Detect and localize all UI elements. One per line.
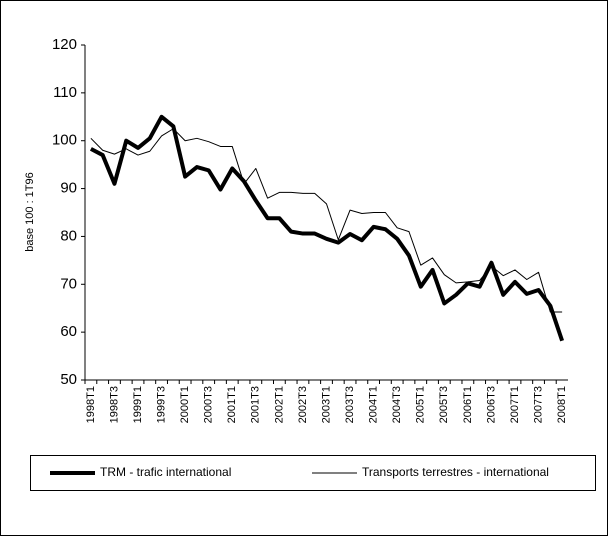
- y-tick-label: 110: [53, 84, 77, 101]
- x-tick-label: 2000T3: [203, 386, 215, 423]
- y-tick-label: 50: [60, 371, 77, 388]
- x-tick-label: 2005T1: [415, 386, 427, 423]
- legend-label: TRM - trafic international: [100, 465, 231, 479]
- x-tick-label: 2007T1: [509, 386, 521, 423]
- x-tick-label: 2004T3: [391, 386, 403, 423]
- y-tick-label: 90: [60, 180, 77, 197]
- y-tick-label: 80: [60, 227, 77, 244]
- x-tick-label: 2006T3: [485, 386, 497, 423]
- x-tick-label: 2002T3: [297, 386, 309, 423]
- x-tick-label: 2000T1: [179, 386, 191, 423]
- y-tick-label: 70: [60, 275, 77, 292]
- x-tick-label: 2001T3: [250, 386, 262, 423]
- x-tick-label: 2005T3: [438, 386, 450, 423]
- y-tick-label: 120: [52, 36, 77, 53]
- y-tick-label: 60: [60, 323, 77, 340]
- x-tick-label: 2001T1: [226, 386, 238, 423]
- x-tick-label: 1998T1: [85, 386, 97, 423]
- x-tick-label: 2006T1: [462, 386, 474, 423]
- x-tick-label: 1999T3: [155, 386, 167, 423]
- y-tick-label: 100: [52, 132, 77, 149]
- x-tick-label: 2007T3: [532, 386, 544, 423]
- y-axis-label: base 100 : 1T96: [24, 172, 36, 252]
- legend-label: Transports terrestres - international: [362, 465, 549, 479]
- series-line: [90, 128, 563, 313]
- x-tick-label: 2003T3: [344, 386, 356, 423]
- x-tick-label: 2003T1: [320, 386, 332, 423]
- series-line: [89, 114, 565, 342]
- x-tick-label: 2004T1: [368, 386, 380, 423]
- x-tick-label: 2008T1: [556, 386, 568, 423]
- x-tick-label: 1998T3: [108, 386, 120, 423]
- x-tick-label: 2002T1: [273, 386, 285, 423]
- x-tick-label: 1999T1: [132, 386, 144, 423]
